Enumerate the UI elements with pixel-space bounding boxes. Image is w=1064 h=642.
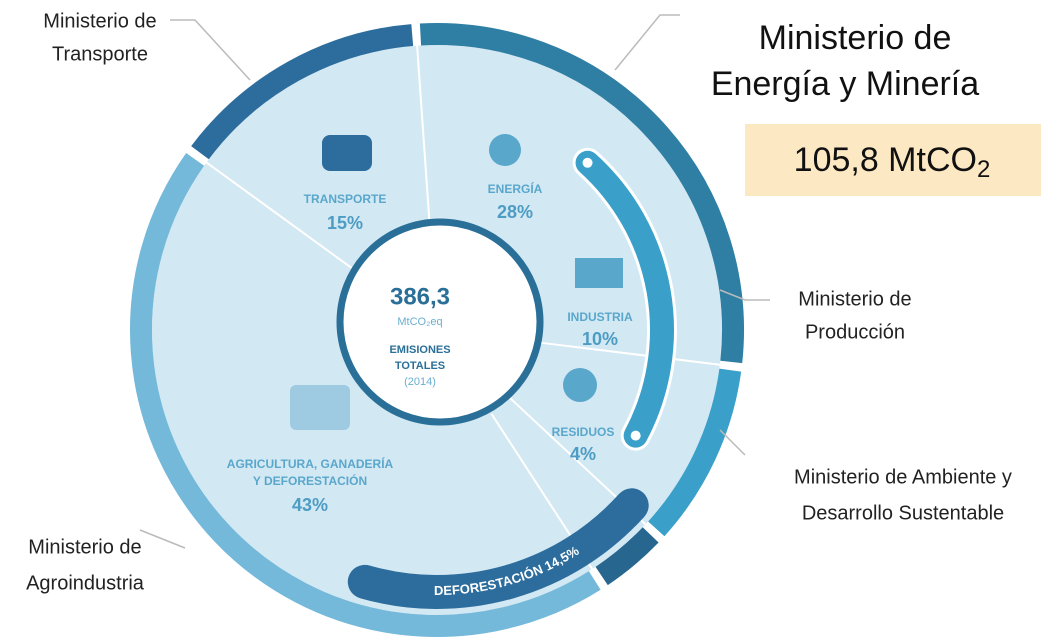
center	[336, 218, 544, 426]
year: (2014)	[404, 376, 436, 388]
divider	[536, 341, 720, 366]
callout-line	[139, 529, 186, 549]
icon-bag	[563, 368, 597, 402]
ministry-label: Energía y Minería	[711, 65, 979, 103]
donut	[130, 14, 770, 637]
icon-crop	[290, 385, 350, 430]
ministry-label: Ministerio de	[43, 10, 156, 32]
ministry-label: Producción	[805, 321, 905, 343]
sub-arc-dot	[582, 157, 593, 168]
callout-line	[719, 289, 770, 301]
callout-line	[719, 429, 746, 456]
sector-percent: 4%	[570, 444, 596, 464]
ministry-label: Desarrollo Sustentable	[802, 502, 1004, 524]
icon-bus	[322, 135, 372, 171]
unit: MtCO₂eq	[397, 316, 442, 328]
icon-factory	[575, 258, 623, 288]
sector-percent: 28%	[497, 202, 533, 222]
total: 386,3	[390, 283, 450, 310]
sector-name: AGRICULTURA, GANADERÍA	[227, 456, 394, 471]
highlight-box	[745, 124, 1041, 196]
ministry-label: Transporte	[52, 43, 148, 65]
ministry-label: Ministerio de Ambiente y	[794, 466, 1012, 488]
ministry-label: Agroindustria	[26, 572, 145, 594]
sector-name: RESIDUOS	[552, 425, 615, 439]
ring-segment	[191, 24, 414, 160]
ring-segment	[130, 153, 601, 637]
sector-name: Y DEFORESTACIÓN	[253, 473, 367, 488]
divider	[416, 45, 432, 231]
sector-name: TRANSPORTE	[304, 192, 387, 206]
band	[347, 488, 649, 609]
ministry-label: Ministerio de	[798, 288, 911, 310]
divider	[205, 161, 357, 273]
sub-arc	[575, 150, 674, 448]
callout-line	[170, 19, 251, 81]
ring-segment	[419, 23, 744, 364]
callout-line	[614, 14, 680, 71]
sector-name: ENERGÍA	[488, 181, 543, 196]
ring-segment	[595, 527, 659, 586]
sector-percent: 15%	[327, 213, 363, 233]
sub-arc-dot	[630, 430, 641, 441]
ministry-label: Ministerio de	[759, 19, 952, 57]
icon-gear	[489, 134, 521, 166]
sector-percent: 10%	[582, 329, 618, 349]
caption: TOTALES	[395, 360, 445, 372]
ring-segment	[648, 368, 742, 537]
sector-name: INDUSTRIA	[567, 310, 633, 324]
ministry-label: Ministerio de	[28, 536, 141, 558]
sector-percent: 43%	[292, 495, 328, 515]
highlight-value: 105,8 MtCO2	[794, 141, 991, 183]
caption: EMISIONES	[389, 344, 450, 356]
